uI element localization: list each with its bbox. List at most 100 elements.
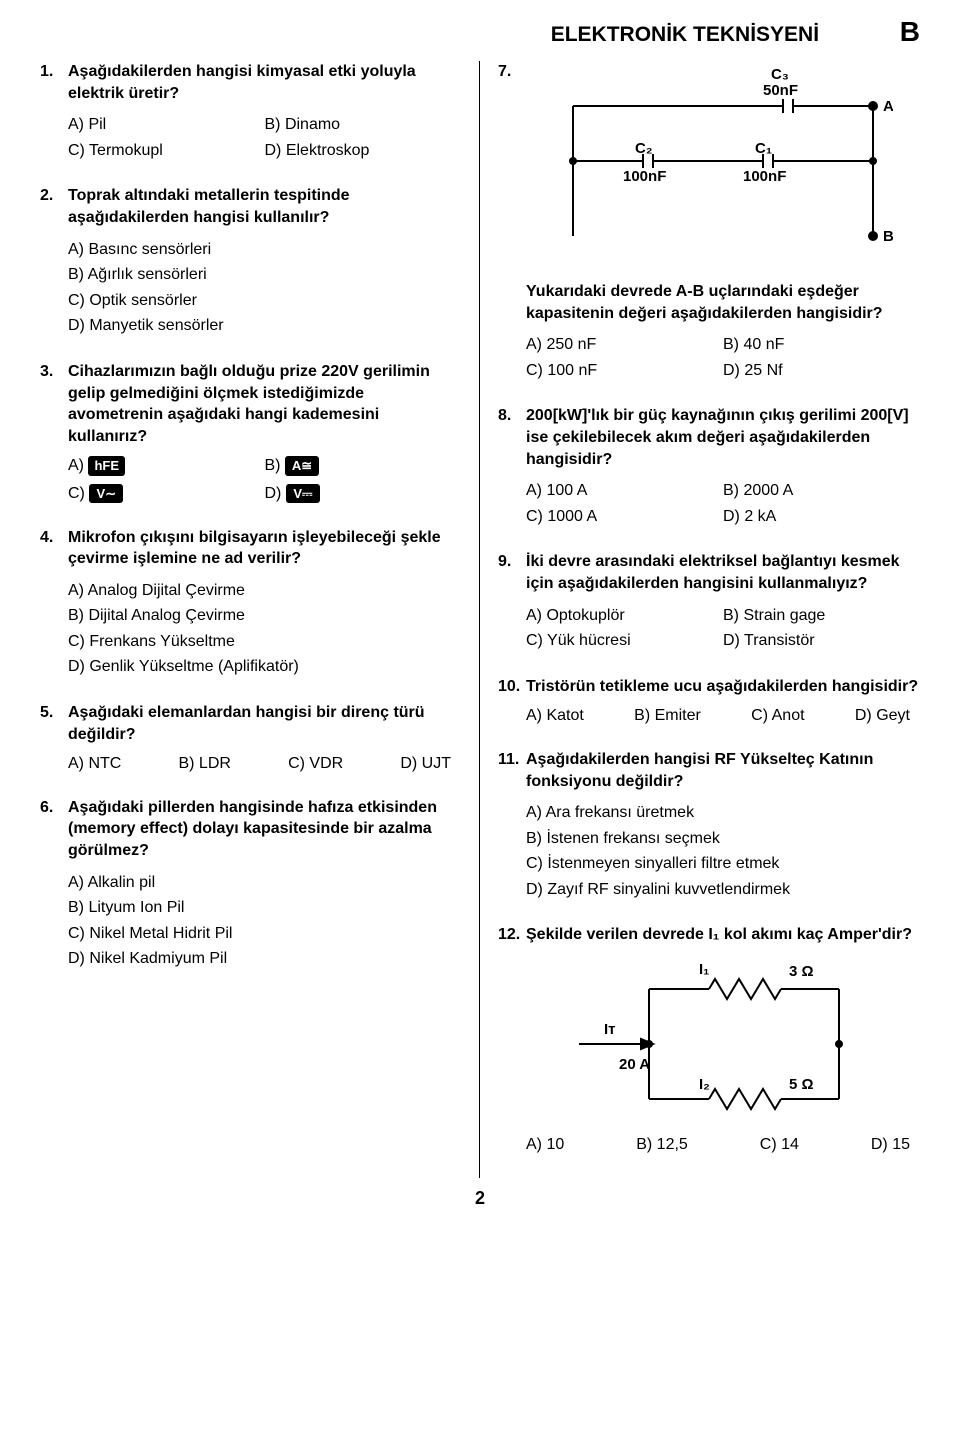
q2-opt-d: D) Manyetik sensörler — [68, 313, 461, 339]
q8-opt-d: D) 2 kA — [723, 504, 920, 530]
parallel-resistor-diagram: I₁ 3 Ω Iᴛ 20 A I₂ 5 Ω — [549, 954, 869, 1124]
q12-text: Şekilde verilen devrede I₁ kol akımı kaç… — [526, 924, 920, 946]
q9-opt-d: D) Transistör — [723, 628, 920, 654]
q2-number: 2. — [40, 185, 68, 228]
q12-opt-b: B) 12,5 — [636, 1134, 688, 1156]
q11-opt-a: A) Ara frekansı üretmek — [526, 800, 920, 826]
q9-number: 9. — [498, 551, 526, 594]
q12-opt-d: D) 15 — [871, 1134, 910, 1156]
page-number: 2 — [40, 1188, 920, 1209]
q10-number: 10. — [498, 676, 526, 698]
q2-text: Toprak altındaki metallerin tespitinde a… — [68, 185, 461, 228]
page-header: ELEKTRONİK TEKNİSYENİ B — [40, 18, 920, 47]
c3-label: C₃ — [771, 66, 789, 83]
q12-opt-c: C) 14 — [760, 1134, 799, 1156]
q9-opt-c: C) Yük hücresi — [526, 628, 723, 654]
q9-text: İki devre arasındaki elektriksel bağlant… — [526, 551, 920, 594]
c2-value: 100nF — [623, 168, 666, 185]
q4-opt-a: A) Analog Dijital Çevirme — [68, 578, 461, 604]
question-12: 12. Şekilde verilen devrede I₁ kol akımı… — [498, 924, 920, 1155]
q3-opt-d: D) V⎓ — [265, 483, 462, 505]
q8-opt-c: C) 1000 A — [526, 504, 723, 530]
v-ac-icon: V∼ — [89, 484, 123, 504]
right-column: 7. — [480, 61, 920, 1178]
q2-opt-b: B) Ağırlık sensörleri — [68, 262, 461, 288]
q4-number: 4. — [40, 527, 68, 570]
i1-label: I₁ — [699, 961, 709, 978]
q5-opt-b: B) LDR — [178, 753, 230, 775]
node-a-label: A — [883, 98, 893, 115]
q11-opt-d: D) Zayıf RF sinyalini kuvvetlendirmek — [526, 877, 920, 903]
q3-text: Cihazlarımızın bağlı olduğu prize 220V g… — [68, 361, 461, 447]
q7-opt-b: B) 40 nF — [723, 332, 920, 358]
a-ac-icon: A≅ — [285, 456, 319, 476]
q11-number: 11. — [498, 749, 526, 792]
q3-opt-b: B) A≅ — [265, 455, 462, 477]
q11-text: Aşağıdakilerden hangisi RF Yükselteç Kat… — [526, 749, 920, 792]
c2-label: C₂ — [635, 140, 653, 157]
q5-text: Aşağıdaki elemanlardan hangisi bir diren… — [68, 702, 461, 745]
hfe-icon: hFE — [88, 456, 125, 476]
q8-opt-b: B) 2000 A — [723, 478, 920, 504]
v-dc-icon: V⎓ — [286, 484, 320, 504]
q6-opt-b: B) Lityum Ion Pil — [68, 895, 461, 921]
question-7: 7. — [498, 61, 920, 383]
booklet-letter: B — [900, 18, 920, 46]
q6-opt-c: C) Nikel Metal Hidrit Pil — [68, 921, 461, 947]
c1-value: 100nF — [743, 168, 786, 185]
q3-opt-a: A) hFE — [68, 455, 265, 477]
q1-opt-d: D) Elektroskop — [265, 138, 462, 164]
q6-opt-a: A) Alkalin pil — [68, 870, 461, 896]
columns-wrapper: 1. Aşağıdakilerden hangisi kimyasal etki… — [40, 61, 920, 1178]
q11-opt-c: C) İstenmeyen sinyalleri filtre etmek — [526, 851, 920, 877]
q5-number: 5. — [40, 702, 68, 745]
q10-opt-a: A) Katot — [526, 705, 584, 727]
q10-text: Tristörün tetikleme ucu aşağıdakilerden … — [526, 676, 920, 698]
q9-opt-a: A) Optokuplör — [526, 603, 723, 629]
question-5: 5. Aşağıdaki elemanlardan hangisi bir di… — [40, 702, 461, 775]
capacitor-circuit-diagram: C₃ 50nF A C₂ 100nF C₁ 100nF B — [553, 61, 893, 271]
q7-opt-d: D) 25 Nf — [723, 358, 920, 384]
q11-opt-b: B) İstenen frekansı seçmek — [526, 826, 920, 852]
q4-opt-c: C) Frenkans Yükseltme — [68, 629, 461, 655]
q2-opt-a: A) Basınc sensörleri — [68, 237, 461, 263]
q5-opt-d: D) UJT — [400, 753, 451, 775]
q5-opt-a: A) NTC — [68, 753, 121, 775]
q1-number: 1. — [40, 61, 68, 104]
c1-label: C₁ — [755, 140, 772, 157]
q8-text: 200[kW]'lık bir güç kaynağının çıkış ger… — [526, 405, 920, 470]
i2-label: I₂ — [699, 1076, 710, 1093]
q4-opt-b: B) Dijital Analog Çevirme — [68, 603, 461, 629]
question-1: 1. Aşağıdakilerden hangisi kimyasal etki… — [40, 61, 461, 163]
exam-page: ELEKTRONİK TEKNİSYENİ B 1. Aşağıdakilerd… — [0, 0, 960, 1432]
q4-text: Mikrofon çıkışını bilgisayarın işleyebil… — [68, 527, 461, 570]
q1-opt-b: B) Dinamo — [265, 112, 462, 138]
q6-number: 6. — [40, 797, 68, 862]
q10-opt-c: C) Anot — [751, 705, 804, 727]
q3-opt-c: C) V∼ — [68, 483, 265, 505]
q1-text: Aşağıdakilerden hangisi kimyasal etki yo… — [68, 61, 461, 104]
q7-number: 7. — [498, 61, 526, 281]
q8-number: 8. — [498, 405, 526, 470]
node-b-label: B — [883, 228, 893, 245]
question-10: 10. Tristörün tetikleme ucu aşağıdakiler… — [498, 676, 920, 727]
q1-opt-c: C) Termokupl — [68, 138, 265, 164]
q9-opt-b: B) Strain gage — [723, 603, 920, 629]
q10-opt-b: B) Emiter — [634, 705, 701, 727]
question-8: 8. 200[kW]'lık bir güç kaynağının çıkış … — [498, 405, 920, 529]
q1-opt-a: A) Pil — [68, 112, 265, 138]
q10-opt-d: D) Geyt — [855, 705, 910, 727]
r1-label: 3 Ω — [789, 963, 814, 980]
r2-label: 5 Ω — [789, 1076, 814, 1093]
q5-opt-c: C) VDR — [288, 753, 343, 775]
exam-title: ELEKTRONİK TEKNİSYENİ — [470, 23, 900, 47]
q3-number: 3. — [40, 361, 68, 447]
question-3: 3. Cihazlarımızın bağlı olduğu prize 220… — [40, 361, 461, 505]
q7-opt-a: A) 250 nF — [526, 332, 723, 358]
q6-text: Aşağıdaki pillerden hangisinde hafıza et… — [68, 797, 461, 862]
question-6: 6. Aşağıdaki pillerden hangisinde hafıza… — [40, 797, 461, 972]
q2-opt-c: C) Optik sensörler — [68, 288, 461, 314]
q12-opt-a: A) 10 — [526, 1134, 564, 1156]
question-11: 11. Aşağıdakilerden hangisi RF Yükselteç… — [498, 749, 920, 903]
q12-number: 12. — [498, 924, 526, 946]
